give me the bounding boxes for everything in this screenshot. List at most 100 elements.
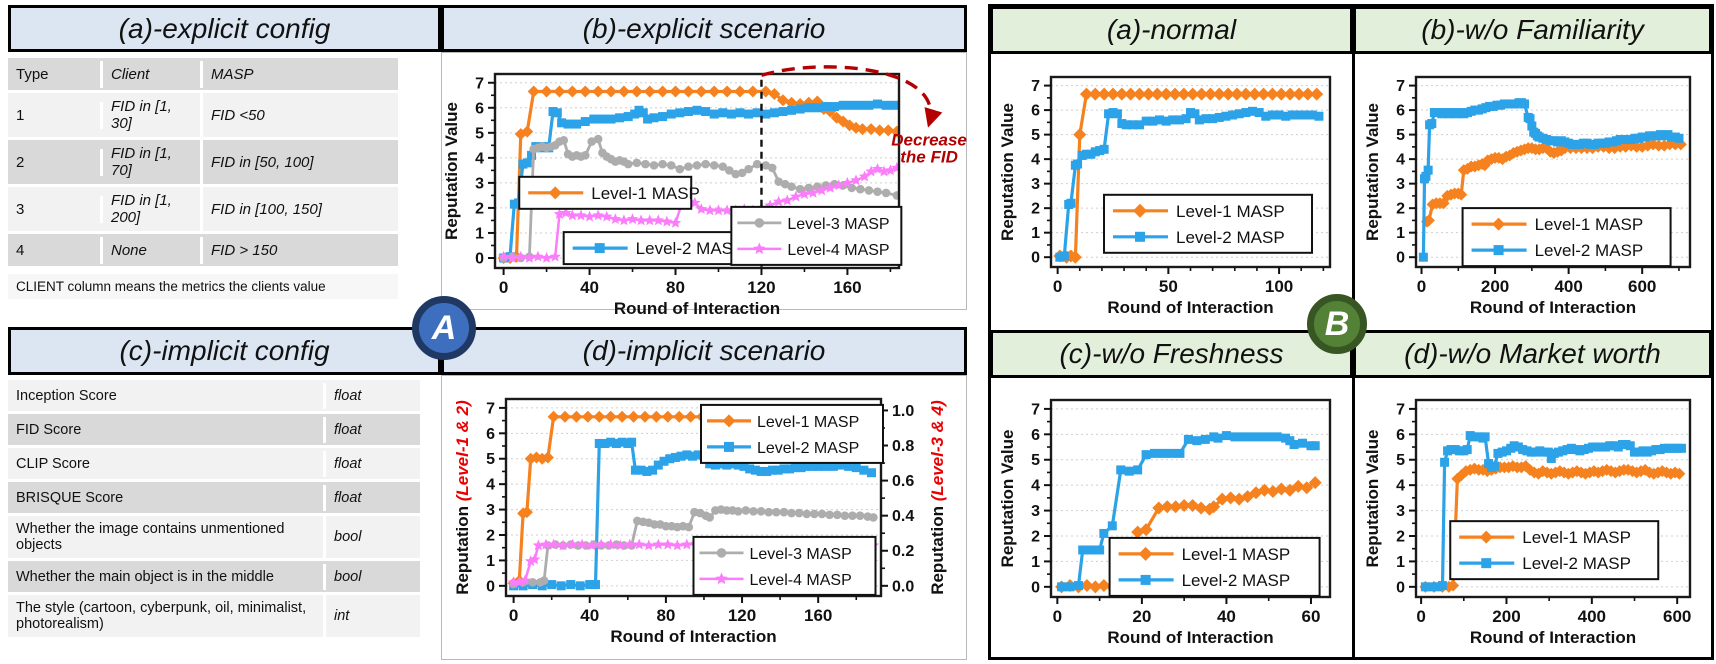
svg-text:6: 6: [1396, 103, 1405, 120]
chart-explicit-scenario: 0 40 80 120 160 0 1 2 3 4 5 6 7 Round of Interaction R…: [442, 65, 967, 318]
svg-text:Round of Interaction: Round of Interaction: [1470, 298, 1636, 317]
table-cell: bool: [334, 568, 362, 585]
chart-wo-freshness: 0 20 40 60 0 1 2 3 4 5 6 7 Round of Interaction Reput…: [998, 398, 1332, 647]
badge-b-letter: B: [1324, 304, 1350, 343]
svg-text:Level-1 MASP: Level-1 MASP: [591, 184, 700, 203]
table-cell: FID <50: [211, 106, 265, 124]
svg-text:1.0: 1.0: [892, 403, 914, 420]
svg-text:Reputation (Level-1 & 2): Reputation (Level-1 & 2): [453, 400, 472, 595]
svg-text:0: 0: [1417, 277, 1426, 296]
svg-text:120: 120: [728, 606, 756, 625]
svg-text:Round of Interaction: Round of Interaction: [1107, 628, 1273, 647]
table-cell: FID in [1, 200]: [103, 187, 203, 231]
table-row: Whether the main object is in the middle…: [8, 561, 420, 595]
panel-b-header-wo-familiarity: (b)-w/o Familiarity: [1353, 6, 1712, 54]
table-cell: bool: [334, 529, 362, 545]
svg-text:200: 200: [1481, 277, 1509, 296]
svg-text:2: 2: [475, 200, 484, 217]
svg-text:Level-1 MASP: Level-1 MASP: [757, 414, 859, 431]
table-cell: FID in [1, 70]: [103, 140, 203, 184]
svg-text:0: 0: [1416, 607, 1425, 626]
svg-text:0.0: 0.0: [892, 578, 914, 595]
svg-text:Round of Interaction: Round of Interaction: [1470, 628, 1636, 647]
badge-b: B: [1307, 294, 1367, 354]
svg-text:3: 3: [475, 175, 484, 192]
table-row: 4 None FID > 150: [8, 234, 398, 269]
svg-text:7: 7: [1031, 401, 1040, 418]
table-cell: int: [334, 608, 350, 624]
svg-text:4: 4: [475, 150, 484, 167]
svg-text:40: 40: [1217, 607, 1236, 626]
svg-text:2: 2: [1396, 201, 1405, 218]
panel-a-header-implicit-config: (c)-implicit config: [8, 327, 441, 375]
svg-text:2: 2: [1031, 201, 1040, 218]
svg-text:3: 3: [1396, 176, 1405, 193]
svg-text:7: 7: [475, 75, 484, 92]
table-cell: FID in [50, 100]: [211, 153, 314, 171]
svg-text:20: 20: [1132, 607, 1151, 626]
panel-title: (a)-normal: [1106, 14, 1237, 45]
column-header: Client: [103, 60, 203, 88]
table-cell: float: [334, 489, 362, 506]
table-row: The style (cartoon, cyberpunk, oil, mini…: [8, 595, 420, 640]
svg-text:5: 5: [1031, 127, 1040, 144]
svg-text:Reputation Value: Reputation Value: [998, 430, 1017, 568]
svg-text:3: 3: [1031, 503, 1040, 520]
svg-text:0: 0: [509, 606, 518, 625]
svg-text:Level-2 MASP: Level-2 MASP: [1176, 228, 1285, 247]
chart-wo-market-worth: 0 200 400 600 0 1 2 3 4 5 6 7 Round of Interaction Re…: [1363, 398, 1691, 647]
panel-a-header-explicit-scenario: (b)-explicit scenario: [441, 5, 967, 52]
svg-text:4: 4: [1031, 478, 1040, 495]
svg-text:Reputation Value: Reputation Value: [1363, 430, 1382, 568]
table-row: 3 FID in [1, 200] FID in [100, 150]: [8, 187, 398, 234]
svg-text:Level-2 MASP: Level-2 MASP: [1535, 241, 1644, 260]
table-row: CLIP Score float: [8, 448, 420, 482]
svg-text:0: 0: [1053, 277, 1062, 296]
table-cell: FID in [100, 150]: [211, 200, 322, 218]
svg-text:5: 5: [475, 125, 484, 142]
svg-text:6: 6: [1031, 103, 1040, 120]
panel-a-header-implicit-scenario: (d)-implicit scenario: [441, 327, 967, 375]
svg-text:Level-2 MASP: Level-2 MASP: [757, 440, 859, 457]
chart-wo-familiarity: 0 200 400 600 0 1 2 3 4 5 6 7 Round of Interaction Re…: [1363, 75, 1692, 317]
table-row: 2 FID in [1, 70] FID in [50, 100]: [8, 140, 398, 187]
svg-text:Level-4 MASP: Level-4 MASP: [787, 242, 889, 259]
badge-a: A: [412, 296, 476, 360]
chart-normal: 0 50 100 0 1 2 3 4 5 6 7 Round of Interaction Reputa…: [998, 75, 1332, 317]
svg-text:1: 1: [1031, 225, 1040, 242]
svg-text:100: 100: [1265, 277, 1293, 296]
svg-text:0.2: 0.2: [892, 543, 914, 560]
svg-text:400: 400: [1578, 607, 1606, 626]
svg-text:Decrease: Decrease: [891, 130, 967, 149]
svg-text:Level-3 MASP: Level-3 MASP: [750, 546, 852, 563]
svg-text:5: 5: [1396, 452, 1405, 469]
svg-text:Level-1 MASP: Level-1 MASP: [1182, 545, 1291, 564]
panel-title: (b)-w/o Familiarity: [1421, 14, 1644, 45]
svg-text:3: 3: [486, 502, 495, 519]
svg-text:Round of Interaction: Round of Interaction: [614, 299, 780, 318]
svg-text:0: 0: [486, 578, 495, 595]
table-row: BRISQUE Score float: [8, 482, 420, 516]
badge-a-letter: A: [431, 308, 457, 347]
explicit-scenario-chart-box: 0 40 80 120 160 0 1 2 3 4 5 6 7 Round of Interaction R…: [441, 52, 967, 318]
svg-text:4: 4: [1396, 478, 1405, 495]
svg-text:Level-2 MASP: Level-2 MASP: [1182, 571, 1291, 590]
svg-text:5: 5: [1396, 127, 1405, 144]
svg-text:Level-1 MASP: Level-1 MASP: [1535, 215, 1644, 234]
svg-text:2: 2: [1396, 528, 1405, 545]
table-cell: None: [103, 236, 203, 264]
svg-text:0: 0: [499, 278, 508, 297]
svg-text:0: 0: [1396, 579, 1405, 596]
svg-text:Reputation Value: Reputation Value: [1363, 103, 1382, 241]
svg-text:160: 160: [833, 278, 861, 297]
implicit-config-table: Inception Score float FID Score float CLIP S…: [8, 380, 420, 640]
table-header-row: Type Client MASP: [8, 58, 398, 93]
svg-text:7: 7: [486, 400, 495, 417]
svg-text:Reputation (Level-3 & 4): Reputation (Level-3 & 4): [928, 400, 947, 595]
panel-b-header-wo-market-worth: (d)-w/o Market worth: [1353, 330, 1712, 378]
table-row: 1 FID in [1, 30] FID <50: [8, 93, 398, 140]
svg-text:the FID: the FID: [900, 147, 958, 166]
svg-text:Round of Interaction: Round of Interaction: [1107, 298, 1273, 317]
svg-text:40: 40: [580, 606, 599, 625]
svg-text:1: 1: [1396, 225, 1405, 242]
